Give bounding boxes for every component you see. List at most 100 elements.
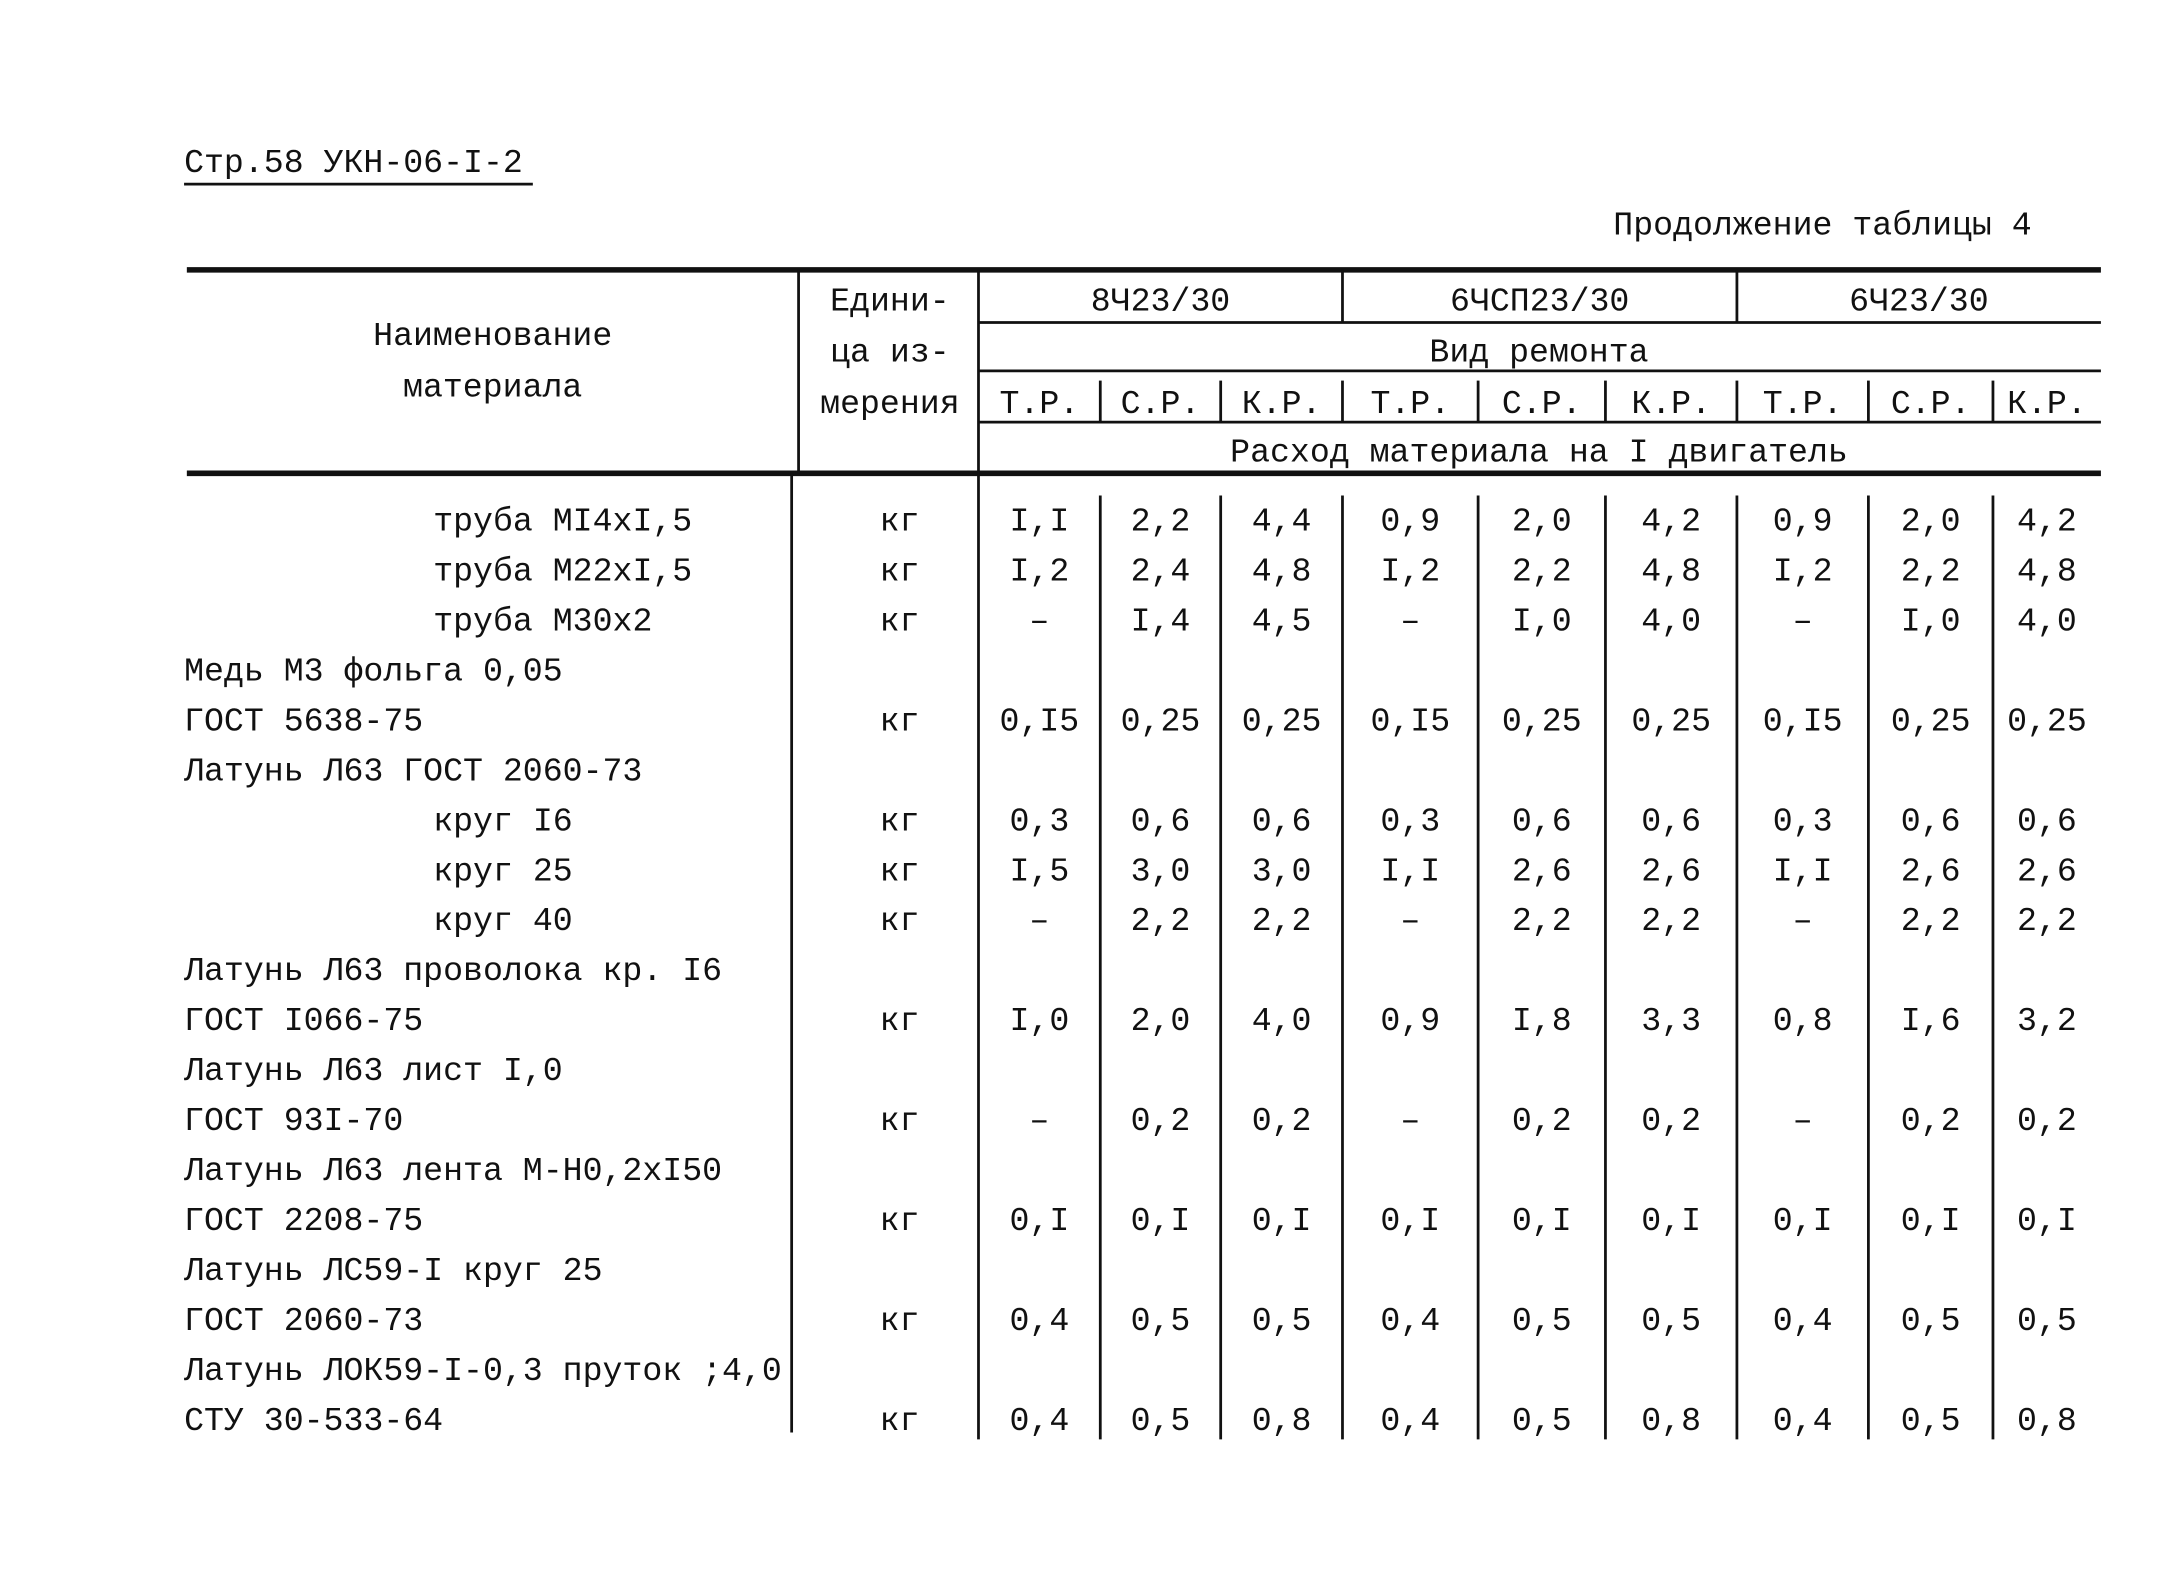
unit: кг [880,1102,920,1140]
cell-value: 0,5 [1512,1302,1572,1340]
cell-value: – [1793,602,1813,640]
cell-value: – [1029,902,1049,940]
cell-value: 0,4 [1009,1302,1069,1340]
cell-value: 0,5 [2017,1302,2077,1340]
engine-header: 8Ч23/30 [1091,282,1230,320]
cell-value: 0,5 [1641,1302,1701,1340]
cell-value: 4,0 [1641,602,1701,640]
unit: кг [880,1302,920,1340]
page-ref: Стр.58 УКН-06-I-2 [184,144,523,182]
cell-value: 2,6 [1512,852,1572,890]
material-name: Латунь Л63 проволока кр. I6 [183,952,722,990]
repair-header: Вид ремонта [1429,334,1648,372]
unit: кг [880,1202,920,1240]
cell-value: 2,2 [1131,503,1191,541]
cell-value: 0,5 [1512,1402,1572,1440]
cell-value: 0,25 [1242,702,1322,740]
cell-value: 2,2 [1512,552,1572,590]
cell-value: 2,6 [1641,852,1701,890]
cell-value: 0,5 [1901,1302,1961,1340]
repair-type: Т.Р. [1000,385,1080,423]
cell-value: – [1029,602,1049,640]
unit: кг [880,1402,920,1440]
cell-value: 4,5 [1252,602,1312,640]
cell-value: 3,0 [1131,852,1191,890]
material-name: СТУ 30-533-64 [184,1402,443,1440]
cell-value: 0,3 [1773,802,1833,840]
consumption-header: Расход материала на I двигатель [1230,433,1848,471]
name-header: Наименование [373,317,612,355]
cell-value: I,2 [1773,552,1833,590]
cell-value: 0,6 [1512,802,1572,840]
cell-value: 0,5 [1252,1302,1312,1340]
material-name: ГОСТ 2060-73 [184,1302,423,1340]
cell-value: 4,2 [2017,503,2077,541]
unit: кг [880,802,920,840]
material-name: Латунь Л63 лист I,0 [183,1052,563,1090]
repair-type: К.Р. [1242,385,1322,423]
cell-value: 0,4 [1773,1302,1833,1340]
cell-value: 0,I [1131,1202,1191,1240]
cell-value: – [1029,1102,1049,1140]
cell-value: 0,8 [1773,1002,1833,1040]
cell-value: 0,I [1009,1202,1069,1240]
cell-value: 0,25 [1502,702,1582,740]
cell-value: 4,4 [1252,503,1312,541]
unit: кг [880,702,920,740]
cell-value: – [1793,902,1813,940]
cell-value: 0,5 [1131,1302,1191,1340]
unit: кг [880,1002,920,1040]
material-name: круг I6 [433,802,572,840]
cell-value: I,I [1009,503,1069,541]
cell-value: 0,I [1512,1202,1572,1240]
cell-value: 0,6 [1131,802,1191,840]
material-name: труба МI4хI,5 [433,503,692,541]
cell-value: 2,6 [1901,852,1961,890]
cell-value: 0,4 [1009,1402,1069,1440]
name-header: материала [403,368,582,406]
cell-value: 0,5 [1131,1402,1191,1440]
cell-value: 0,2 [1901,1102,1961,1140]
cell-value: 2,2 [2017,902,2077,940]
cell-value: 2,0 [1512,503,1572,541]
cell-value: 3,0 [1252,852,1312,890]
unit-header: Едини- [830,282,950,320]
cell-value: 4,2 [1641,503,1701,541]
material-name: ГОСТ 93I-70 [184,1102,403,1140]
cell-value: 0,4 [1380,1302,1440,1340]
cell-value: I,0 [1009,1002,1069,1040]
unit: кг [880,602,920,640]
material-name: Латунь Л63 лента М-Н0,2хI50 [183,1152,722,1190]
material-name: Латунь ЛС59-I круг 25 [183,1252,602,1290]
cell-value: 0,8 [1252,1402,1312,1440]
cell-value: 4,0 [1252,1002,1312,1040]
cell-value: 2,2 [1512,902,1572,940]
repair-type: К.Р. [2007,385,2087,423]
material-name: Латунь ЛОК59-I-0,3 пруток ;4,0 [183,1352,782,1390]
unit-header: мерения [820,385,959,423]
cell-value: 0,I [1380,1202,1440,1240]
cell-value: 2,0 [1131,1002,1191,1040]
repair-type: К.Р. [1631,385,1711,423]
material-name: ГОСТ I066-75 [184,1002,423,1040]
cell-value: 4,8 [2017,552,2077,590]
material-name: труба М30х2 [433,602,652,640]
cell-value: – [1793,1102,1813,1140]
cell-value: 0,6 [1641,802,1701,840]
cell-value: 0,2 [1131,1102,1191,1140]
cell-value: 0,9 [1773,503,1833,541]
cell-value: 0,25 [1891,702,1971,740]
cell-value: I,I [1380,852,1440,890]
repair-type: С.Р. [1891,385,1971,423]
cell-value: 0,4 [1773,1402,1833,1440]
cell-value: I,8 [1512,1002,1572,1040]
cell-value: 3,3 [1641,1002,1701,1040]
cell-value: 0,5 [1901,1402,1961,1440]
unit: кг [880,552,920,590]
continuation: Продолжение таблицы 4 [1613,206,2031,244]
repair-type: С.Р. [1121,385,1201,423]
material-name: труба М22хI,5 [433,552,692,590]
cell-value: 2,2 [1641,902,1701,940]
cell-value: 0,25 [1631,702,1711,740]
cell-value: 0,8 [2017,1402,2077,1440]
